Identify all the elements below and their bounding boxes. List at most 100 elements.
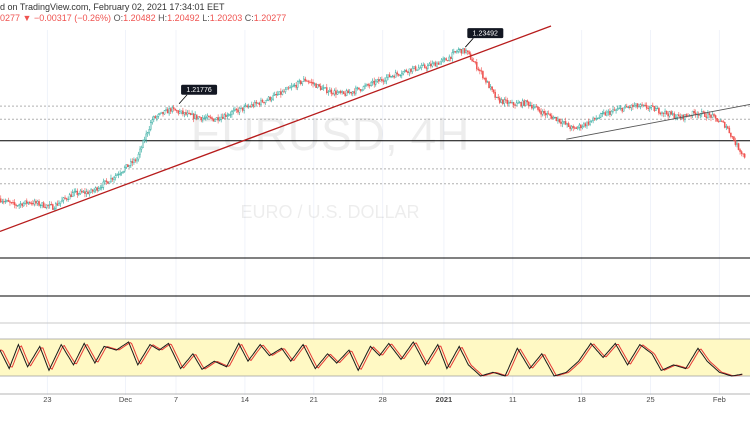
candle xyxy=(156,115,158,122)
candle-body xyxy=(110,177,112,183)
candle-body xyxy=(74,190,77,192)
candle-body xyxy=(154,116,157,119)
candle-body xyxy=(555,116,558,121)
candle-body xyxy=(387,74,389,78)
candle-body xyxy=(731,136,734,138)
candle-body xyxy=(711,114,714,118)
candle-body xyxy=(558,118,561,123)
candle xyxy=(737,142,740,151)
candle xyxy=(566,122,568,128)
candle-body xyxy=(306,80,308,82)
candle xyxy=(466,50,469,55)
last-price: 0277 xyxy=(0,13,21,23)
trendlines[interactable] xyxy=(0,25,750,233)
candle xyxy=(676,114,679,121)
candle-body xyxy=(388,74,391,78)
candle-body xyxy=(59,201,62,204)
candle xyxy=(434,60,437,67)
candle-body xyxy=(73,191,76,193)
candle xyxy=(419,65,421,69)
candle-body xyxy=(19,203,22,205)
candle xyxy=(162,111,164,117)
candle-body xyxy=(378,79,380,82)
candle-body xyxy=(3,201,5,203)
candle xyxy=(203,115,206,120)
candle-body xyxy=(736,143,738,145)
candle xyxy=(35,199,37,206)
candle xyxy=(736,140,738,148)
candle xyxy=(183,111,186,118)
candle-body xyxy=(549,114,552,117)
candle-body xyxy=(226,115,229,117)
candle xyxy=(465,48,467,55)
candle xyxy=(355,85,357,96)
candle xyxy=(622,107,625,112)
candle-body xyxy=(580,124,582,129)
candle xyxy=(171,105,173,114)
candle xyxy=(120,171,123,176)
candle-body xyxy=(70,194,72,198)
candle xyxy=(249,104,252,108)
candle-body xyxy=(609,111,611,115)
candle-body xyxy=(335,90,337,95)
candle xyxy=(223,113,226,119)
candle xyxy=(474,61,477,65)
candle-body xyxy=(693,110,695,114)
candle xyxy=(252,102,255,109)
candle xyxy=(229,111,232,118)
candle xyxy=(299,79,302,86)
candle xyxy=(7,197,10,202)
candle-body xyxy=(644,104,646,106)
candle xyxy=(599,112,602,119)
candle-body xyxy=(488,81,490,89)
candle-body xyxy=(396,72,398,75)
candle xyxy=(38,199,40,207)
candle-body xyxy=(564,121,567,125)
candle-body xyxy=(652,105,654,107)
candle-body xyxy=(211,117,213,120)
candle xyxy=(544,110,547,119)
candle-body xyxy=(489,86,492,89)
candle xyxy=(13,199,16,209)
candle xyxy=(716,118,718,122)
candle xyxy=(226,112,229,120)
candle xyxy=(543,108,545,117)
candle xyxy=(358,87,360,90)
candle xyxy=(197,116,199,120)
candle-body xyxy=(494,91,496,98)
candle xyxy=(356,86,359,91)
candle xyxy=(247,103,250,109)
candle-body xyxy=(189,113,192,116)
candle xyxy=(445,57,447,61)
candle xyxy=(730,132,732,139)
candle xyxy=(309,79,311,84)
candle-body xyxy=(607,111,610,113)
candle xyxy=(379,77,382,82)
candle-body xyxy=(153,116,155,120)
candle-body xyxy=(134,159,137,162)
candle-body xyxy=(730,132,732,137)
candle-body xyxy=(681,114,683,119)
chart-header: d on TradingView.com, February 02, 2021 … xyxy=(0,0,750,26)
candle-body xyxy=(505,99,507,101)
candle-body xyxy=(58,203,60,206)
candle-body xyxy=(35,200,37,204)
candle-body xyxy=(509,102,512,104)
candle-body xyxy=(0,198,2,203)
candle xyxy=(241,107,244,113)
candle-body xyxy=(459,49,461,51)
candle xyxy=(557,116,559,124)
candle xyxy=(742,153,744,158)
candle xyxy=(488,80,490,89)
candle xyxy=(30,201,33,206)
candle-body xyxy=(7,200,10,202)
candle xyxy=(27,201,30,205)
candle xyxy=(87,189,89,195)
candle-body xyxy=(180,110,183,112)
candle xyxy=(371,78,374,86)
candle xyxy=(560,118,562,127)
candle-body xyxy=(142,140,144,148)
candle xyxy=(626,103,628,108)
candle-body xyxy=(587,121,590,125)
